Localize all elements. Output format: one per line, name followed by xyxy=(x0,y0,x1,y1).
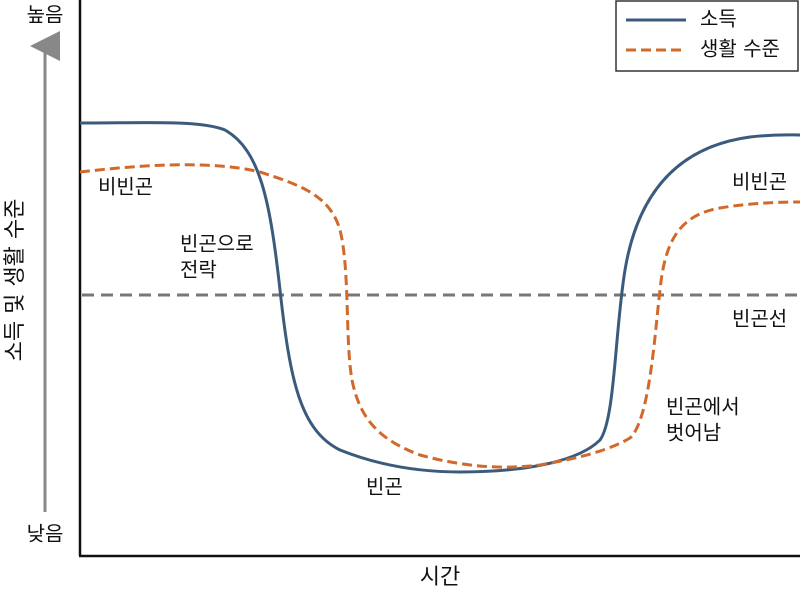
y-low-label: 낮음 xyxy=(27,522,64,546)
y-high-label: 높음 xyxy=(27,3,64,27)
living-standard-curve xyxy=(79,163,800,469)
income-curve xyxy=(79,121,800,474)
annotation: 비빈곤 xyxy=(732,170,787,194)
annotation: 빈곤선 xyxy=(732,307,787,331)
annotation: 빈곤에서 xyxy=(666,395,740,419)
legend-label: 소득 xyxy=(700,7,737,31)
x-axis-label: 시간 xyxy=(420,565,460,590)
annotation: 벗어남 xyxy=(666,421,721,445)
annotation: 빈곤으로 xyxy=(180,232,254,256)
y-axis-label: 소득 및 생활 수준 xyxy=(3,199,28,362)
legend-box xyxy=(615,0,799,72)
legend-label: 생활 수준 xyxy=(700,37,780,61)
annotation: 비빈곤 xyxy=(98,175,153,199)
annotation: 전락 xyxy=(180,258,217,282)
annotation: 빈곤 xyxy=(366,475,403,499)
